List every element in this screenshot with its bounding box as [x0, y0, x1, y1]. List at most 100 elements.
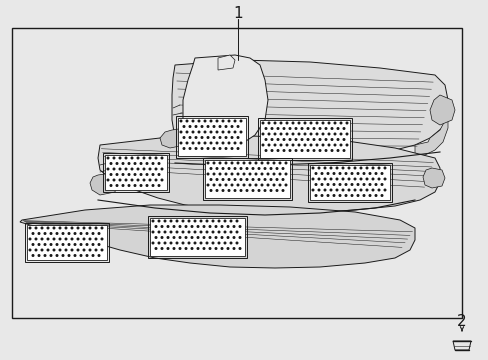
Circle shape — [127, 184, 130, 187]
Circle shape — [264, 149, 267, 152]
Circle shape — [157, 242, 160, 244]
Circle shape — [188, 136, 191, 139]
Circle shape — [356, 194, 359, 197]
Circle shape — [300, 127, 303, 130]
Circle shape — [199, 220, 202, 222]
Circle shape — [224, 136, 227, 139]
Polygon shape — [90, 173, 118, 195]
Circle shape — [61, 254, 64, 257]
Circle shape — [41, 238, 43, 240]
Circle shape — [59, 238, 61, 240]
Circle shape — [233, 189, 236, 192]
Circle shape — [320, 172, 323, 175]
Circle shape — [221, 130, 224, 134]
Circle shape — [182, 147, 185, 150]
Circle shape — [209, 167, 212, 170]
Circle shape — [294, 149, 297, 152]
Circle shape — [309, 144, 312, 147]
Circle shape — [38, 232, 41, 235]
Circle shape — [306, 149, 309, 152]
Circle shape — [118, 167, 121, 171]
Circle shape — [52, 226, 55, 230]
Circle shape — [230, 172, 233, 175]
Circle shape — [227, 189, 230, 192]
Circle shape — [160, 236, 163, 239]
Circle shape — [64, 238, 67, 240]
Circle shape — [224, 125, 227, 128]
Circle shape — [230, 136, 233, 139]
Circle shape — [347, 166, 350, 170]
Circle shape — [197, 130, 200, 134]
Text: 1: 1 — [233, 6, 243, 22]
Circle shape — [261, 122, 264, 125]
Circle shape — [215, 120, 218, 122]
Circle shape — [151, 184, 154, 187]
Circle shape — [284, 162, 287, 165]
Circle shape — [215, 141, 218, 144]
Circle shape — [345, 132, 348, 135]
Circle shape — [317, 166, 320, 170]
Circle shape — [115, 184, 118, 187]
Circle shape — [326, 183, 329, 186]
Circle shape — [188, 147, 191, 150]
Circle shape — [221, 189, 224, 192]
Circle shape — [223, 242, 226, 244]
Circle shape — [269, 189, 272, 192]
Circle shape — [182, 125, 185, 128]
Circle shape — [46, 238, 49, 240]
Circle shape — [311, 177, 314, 180]
Circle shape — [297, 144, 300, 147]
Circle shape — [157, 220, 160, 222]
Circle shape — [267, 144, 270, 147]
Circle shape — [196, 225, 199, 228]
Circle shape — [330, 138, 333, 141]
Circle shape — [172, 247, 175, 250]
Polygon shape — [260, 120, 349, 158]
Circle shape — [172, 225, 175, 228]
Polygon shape — [309, 165, 389, 200]
Circle shape — [130, 179, 133, 181]
Circle shape — [347, 177, 350, 180]
Circle shape — [151, 162, 154, 165]
Circle shape — [221, 120, 224, 122]
Circle shape — [266, 184, 269, 186]
Circle shape — [43, 243, 46, 246]
Circle shape — [257, 189, 260, 192]
Circle shape — [239, 141, 242, 144]
Circle shape — [236, 172, 239, 175]
Circle shape — [233, 120, 236, 122]
Circle shape — [288, 149, 291, 152]
Circle shape — [67, 232, 70, 235]
Circle shape — [80, 254, 82, 257]
Circle shape — [31, 232, 35, 235]
Circle shape — [333, 132, 336, 135]
Circle shape — [191, 120, 194, 122]
Circle shape — [35, 238, 38, 240]
Circle shape — [191, 130, 194, 134]
Circle shape — [106, 167, 109, 171]
Circle shape — [285, 144, 288, 147]
Circle shape — [112, 157, 115, 159]
Circle shape — [229, 230, 232, 234]
Circle shape — [291, 122, 294, 125]
Polygon shape — [20, 205, 414, 268]
Circle shape — [212, 162, 215, 165]
Circle shape — [297, 122, 300, 125]
Circle shape — [124, 167, 127, 171]
Circle shape — [91, 232, 94, 235]
Circle shape — [377, 177, 380, 180]
Circle shape — [88, 238, 91, 240]
Circle shape — [327, 144, 330, 147]
Circle shape — [215, 167, 218, 170]
Polygon shape — [183, 55, 267, 148]
Circle shape — [350, 183, 353, 186]
Circle shape — [118, 179, 121, 181]
Circle shape — [278, 184, 281, 186]
Circle shape — [232, 236, 235, 239]
Circle shape — [194, 125, 197, 128]
Circle shape — [97, 232, 101, 235]
Circle shape — [371, 189, 374, 192]
Circle shape — [85, 232, 88, 235]
Circle shape — [329, 177, 332, 180]
Circle shape — [160, 167, 163, 171]
